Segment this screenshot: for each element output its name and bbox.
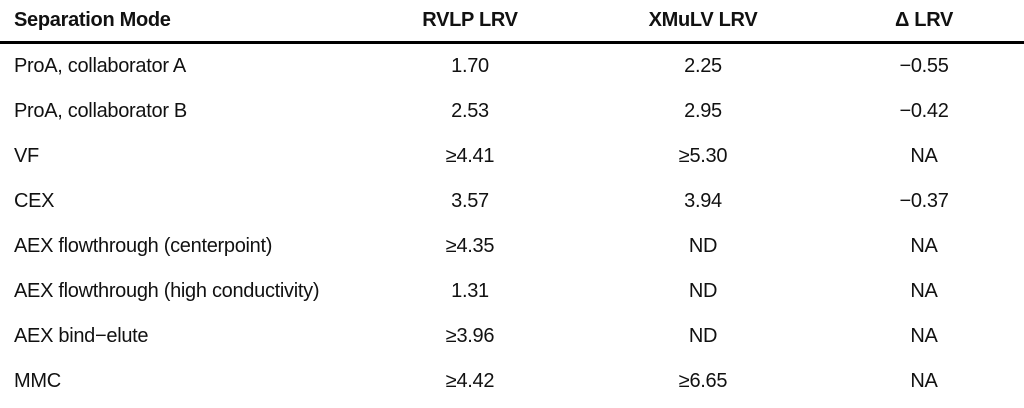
value-cell: ND <box>688 235 718 257</box>
value-cell: NA <box>910 280 938 302</box>
value-cell: ND <box>688 280 718 302</box>
value-cell: 3.57 <box>451 190 489 212</box>
table-row: VF ≥4.41 ≥5.30 NA <box>0 134 1024 179</box>
value-cell: 1.70 <box>451 55 489 77</box>
value-cell: 2.95 <box>684 100 722 122</box>
value-cell: −0.37 <box>899 190 949 212</box>
value-cell: 3.94 <box>684 190 722 212</box>
value-cell: ≥6.65 <box>678 370 728 392</box>
table-row: CEX 3.57 3.94 −0.37 <box>0 179 1024 224</box>
value-cell: ≥4.41 <box>445 145 495 167</box>
value-cell: 2.53 <box>451 100 489 122</box>
value-cell: NA <box>910 325 938 347</box>
table-row: AEX flowthrough (high conductivity) 1.31 N… <box>0 269 1024 314</box>
value-cell: ≥5.30 <box>678 145 728 167</box>
column-header-delta-lrv: Δ LRV <box>824 0 1024 44</box>
table-header: Separation Mode RVLP LRV XMuLV LRV Δ LRV <box>0 0 1024 44</box>
value-cell: −0.42 <box>899 100 949 122</box>
column-header-separation-mode: Separation Mode <box>0 0 358 44</box>
table-row: MMC ≥4.42 ≥6.65 NA <box>0 359 1024 404</box>
separation-mode-cell: AEX bind−elute <box>14 325 149 347</box>
table-body: ProA, collaborator A 1.70 2.25 −0.55 ProA, c… <box>0 43 1024 405</box>
separation-mode-cell: MMC <box>14 370 61 392</box>
table-row: ProA, collaborator B 2.53 2.95 −0.42 <box>0 89 1024 134</box>
separation-mode-cell: ProA, collaborator A <box>14 55 186 77</box>
value-cell: 1.31 <box>451 280 489 302</box>
separation-mode-cell: AEX flowthrough (high conductivity) <box>14 280 320 302</box>
column-header-rvlp-lrv: RVLP LRV <box>358 0 582 44</box>
value-cell: ≥4.35 <box>445 235 495 257</box>
value-cell: NA <box>910 145 938 167</box>
value-cell: NA <box>910 235 938 257</box>
table-row: ProA, collaborator A 1.70 2.25 −0.55 <box>0 43 1024 90</box>
value-cell: −0.55 <box>899 55 949 77</box>
separation-mode-cell: ProA, collaborator B <box>14 100 187 122</box>
separation-mode-cell: AEX flowthrough (centerpoint) <box>14 235 273 257</box>
table-row: AEX bind−elute ≥3.96 ND NA <box>0 314 1024 359</box>
value-cell: ≥3.96 <box>445 325 495 347</box>
column-header-xmulv-lrv: XMuLV LRV <box>582 0 824 44</box>
value-cell: ≥4.42 <box>445 370 495 392</box>
separation-mode-cell: CEX <box>14 190 55 212</box>
header-row: Separation Mode RVLP LRV XMuLV LRV Δ LRV <box>0 0 1024 44</box>
table-row: AEX flowthrough (centerpoint) ≥4.35 ND NA <box>0 224 1024 269</box>
value-cell: NA <box>910 370 938 392</box>
value-cell: ND <box>688 325 718 347</box>
value-cell: 2.25 <box>684 55 722 77</box>
separation-mode-cell: VF <box>14 145 39 167</box>
